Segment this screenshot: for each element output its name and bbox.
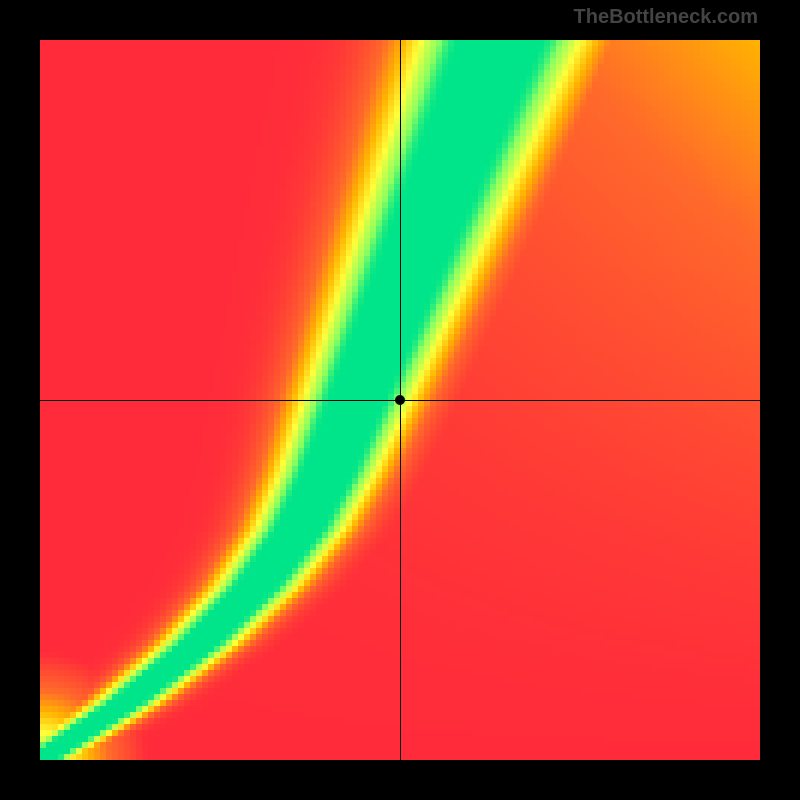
watermark-text: TheBottleneck.com <box>574 6 758 29</box>
heatmap-plot <box>40 40 760 760</box>
crosshair-marker <box>395 395 405 405</box>
